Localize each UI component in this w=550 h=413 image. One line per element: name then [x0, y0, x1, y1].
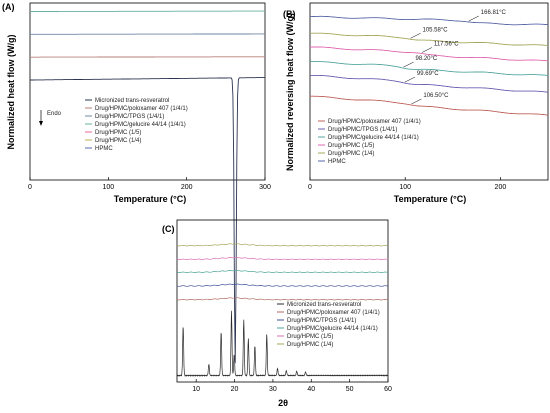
panel-a-legend-entry: Micronized trans-resveratrol — [95, 98, 169, 104]
panel-c-legend-entry: Drug/HPMC/poloxamer 407 (1/4/1) — [287, 310, 380, 316]
panel-b-label: (B) — [283, 9, 296, 19]
panel-b-legend-entry: Drug/HPMC (1/5) — [328, 143, 374, 149]
panel-a-legend-entry: HPMC — [95, 146, 113, 152]
panel-a: (A) 0 100 200 300 Micronized trans-resverat… — [2, 2, 271, 364]
panel-b-annotation: 98.20°C — [415, 56, 437, 62]
panel-c-tick-label: 20 — [231, 386, 239, 393]
panel-b-annotation-leader — [403, 61, 414, 68]
panel-a-tick-label: 100 — [102, 184, 114, 191]
panel-b-tick-label: 100 — [399, 184, 411, 191]
panel-b-legend: Drug/HPMC/poloxamer 407 (1/4/1) Drug/HPMC… — [318, 119, 421, 165]
panel-b-series — [309, 15, 549, 116]
endo-indicator: Endo — [39, 110, 62, 126]
panel-c-tick-label: 10 — [192, 386, 200, 393]
panel-c-xlabel: 2θ — [278, 398, 288, 408]
panel-b-xlabel: Temperature (°C) — [394, 194, 466, 204]
panel-a-xlabel: Temperature (°C) — [114, 194, 186, 204]
panel-b-annotation-leader — [404, 76, 416, 83]
panel-b-series-line — [309, 15, 549, 26]
panel-b: (B) 0 100 200 166.81°C 105.58°C 117.56°C 98.2… — [283, 2, 549, 204]
panel-b-xticks: 0 100 200 — [308, 177, 506, 191]
panel-c-legend-entry: Drug/HPMC/TPGS (1/4/1) — [287, 318, 356, 324]
panel-c-series-line — [177, 269, 389, 273]
panel-a-series-line — [30, 77, 265, 364]
panel-c-tick-label: 50 — [346, 386, 354, 393]
panel-b-series-line — [310, 74, 549, 93]
panel-b-legend-entry: Drug/HPMC/TPGS (1/4/1) — [328, 127, 397, 133]
panel-a-legend-entry: Drug/HPMC/gelucire 44/14 (1/4/1) — [95, 122, 186, 128]
panel-b-annotation-leader — [410, 33, 421, 39]
panel-b-annotation: 117.56°C — [434, 42, 459, 48]
panel-c-legend-entry: Drug/HPMC/gelucire 44/14 (1/4/1) — [287, 326, 378, 332]
panel-c-legend-entry: Micronized trans-resveratrol — [287, 302, 361, 308]
panel-a-tick-label: 300 — [259, 184, 271, 191]
panel-a-legend-entry: Drug/HPMC/TPGS (1/4/1) — [95, 114, 164, 120]
panel-c-legend-entry: Drug/HPMC (1/4) — [287, 342, 333, 348]
panel-b-annotation: 105.58°C — [423, 27, 449, 33]
endo-label: Endo — [47, 111, 62, 117]
panel-b-annotation-leader — [468, 15, 479, 22]
panel-a-legend: Micronized trans-resveratrol Drug/HPMC/po… — [85, 98, 188, 152]
endo-arrowhead — [39, 121, 43, 126]
panel-b-annotation-leader — [411, 98, 422, 105]
panel-a-legend-entry: Drug/HPMC (1/5) — [95, 130, 141, 136]
panel-c-series-line — [176, 257, 388, 260]
panel-c-legend-entry: Drug/HPMC (1/5) — [287, 334, 333, 340]
panel-c-legend: Micronized trans-resveratrol Drug/HPMC/po… — [277, 302, 380, 348]
panel-b-tick-label: 200 — [495, 184, 507, 191]
panel-b-legend-entry: Drug/HPMC/gelucire 44/14 (1/4/1) — [328, 135, 419, 141]
panel-b-tick-label: 0 — [308, 184, 312, 191]
panel-c-series-line — [176, 243, 389, 247]
panel-c-series-line — [176, 283, 389, 287]
panel-b-legend-entry: HPMC — [328, 159, 346, 165]
panel-a-label: (A) — [2, 2, 15, 12]
panel-b-legend-entry: Drug/HPMC (1/4) — [328, 151, 374, 157]
panel-a-tick-label: 0 — [28, 184, 32, 191]
panel-b-annotation: 166.81°C — [481, 10, 507, 16]
panel-c-label: (C) — [162, 224, 175, 234]
panel-c-series — [176, 243, 389, 378]
panel-a-xticks: 0 100 200 300 — [28, 177, 271, 191]
panel-a-frame — [29, 2, 266, 181]
panel-c-series-line — [176, 297, 389, 301]
panel-c-tick-label: 40 — [307, 386, 315, 393]
panel-b-series-line — [309, 95, 549, 116]
panel-c-series-line — [177, 310, 389, 378]
panel-b-legend-entry: Drug/HPMC/poloxamer 407 (1/4/1) — [328, 119, 421, 125]
panel-b-series-line — [310, 46, 549, 62]
panel-a-legend-entry: Drug/HPMC (1/4) — [95, 138, 141, 144]
panel-b-series-line — [309, 61, 549, 76]
panel-c-xticks: 10 20 30 40 50 60 — [192, 379, 392, 393]
panel-b-series-line — [310, 32, 549, 46]
panel-b-annotation: 99.69°C — [417, 71, 439, 77]
panel-b-annotation: 106.50°C — [423, 93, 449, 99]
panel-a-series — [30, 10, 265, 364]
panel-c-tick-label: 60 — [384, 386, 392, 393]
panel-a-ylabel: Normalized heat flow (W/g) — [6, 34, 16, 149]
panel-b-ylabel: Normalized reversing heat flow (W/g) — [285, 13, 295, 171]
panel-b-annotation-leader — [421, 47, 433, 53]
panel-a-tick-label: 200 — [181, 184, 193, 191]
panel-c-frame — [176, 219, 389, 383]
panel-c: (C) 10 20 30 40 50 60 Micronized trans-resver… — [162, 219, 392, 408]
panel-b-frame — [309, 2, 549, 181]
panel-c-tick-label: 30 — [269, 386, 277, 393]
panel-b-annotations: 166.81°C 105.58°C 117.56°C 98.20°C 99.69°C 10… — [403, 10, 507, 105]
panel-a-legend-entry: Drug/HPMC/poloxamer 407 (1/4/1) — [95, 106, 188, 112]
